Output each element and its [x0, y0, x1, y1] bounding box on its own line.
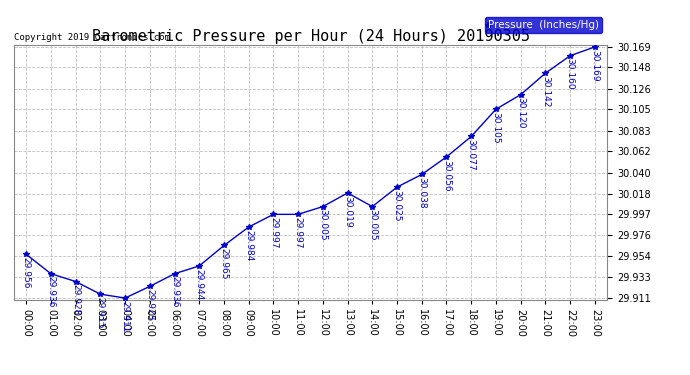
Pressure  (Inches/Hg) [417, 172, 426, 177]
Text: 30.120: 30.120 [516, 98, 525, 129]
Pressure  (Inches/Hg) [591, 45, 599, 49]
Pressure  (Inches/Hg) [146, 284, 154, 289]
Text: 29.956: 29.956 [21, 257, 30, 288]
Text: 30.160: 30.160 [566, 58, 575, 90]
Pressure  (Inches/Hg) [195, 264, 204, 268]
Text: 29.984: 29.984 [244, 230, 253, 261]
Pressure  (Inches/Hg) [541, 71, 549, 75]
Pressure  (Inches/Hg) [467, 134, 475, 139]
Text: 29.915: 29.915 [96, 297, 105, 328]
Text: 29.911: 29.911 [121, 301, 130, 332]
Pressure  (Inches/Hg) [344, 191, 352, 195]
Pressure  (Inches/Hg) [244, 225, 253, 229]
Title: Barometric Pressure per Hour (24 Hours) 20190305: Barometric Pressure per Hour (24 Hours) … [92, 29, 529, 44]
Pressure  (Inches/Hg) [294, 212, 302, 217]
Text: 30.005: 30.005 [318, 209, 327, 241]
Text: 29.997: 29.997 [294, 217, 303, 249]
Text: 30.019: 30.019 [343, 196, 352, 227]
Pressure  (Inches/Hg) [96, 292, 104, 296]
Pressure  (Inches/Hg) [121, 296, 129, 300]
Text: 30.077: 30.077 [466, 139, 475, 171]
Text: 29.944: 29.944 [195, 269, 204, 300]
Pressure  (Inches/Hg) [517, 92, 525, 97]
Pressure  (Inches/Hg) [22, 252, 30, 257]
Pressure  (Inches/Hg) [368, 204, 377, 209]
Text: 30.056: 30.056 [442, 160, 451, 191]
Legend: Pressure  (Inches/Hg): Pressure (Inches/Hg) [485, 17, 602, 33]
Text: 30.005: 30.005 [368, 209, 377, 241]
Pressure  (Inches/Hg) [319, 204, 327, 209]
Pressure  (Inches/Hg) [393, 185, 401, 189]
Pressure  (Inches/Hg) [72, 279, 80, 284]
Text: 29.923: 29.923 [146, 289, 155, 321]
Pressure  (Inches/Hg) [47, 272, 55, 276]
Pressure  (Inches/Hg) [492, 107, 500, 111]
Text: 30.105: 30.105 [491, 112, 500, 144]
Text: 30.142: 30.142 [541, 76, 550, 107]
Text: 29.936: 29.936 [170, 276, 179, 308]
Pressure  (Inches/Hg) [566, 54, 574, 58]
Pressure  (Inches/Hg) [170, 272, 179, 276]
Text: 29.965: 29.965 [219, 248, 228, 280]
Text: 30.038: 30.038 [417, 177, 426, 209]
Text: 29.936: 29.936 [46, 276, 55, 308]
Line: Pressure  (Inches/Hg): Pressure (Inches/Hg) [23, 44, 598, 301]
Text: 30.025: 30.025 [393, 190, 402, 221]
Pressure  (Inches/Hg) [220, 243, 228, 248]
Pressure  (Inches/Hg) [269, 212, 277, 217]
Text: 29.997: 29.997 [269, 217, 278, 249]
Text: 30.169: 30.169 [591, 50, 600, 81]
Pressure  (Inches/Hg) [442, 154, 451, 159]
Text: 29.928: 29.928 [71, 284, 80, 316]
Text: Copyright 2019 Cartronics.com: Copyright 2019 Cartronics.com [14, 33, 170, 42]
